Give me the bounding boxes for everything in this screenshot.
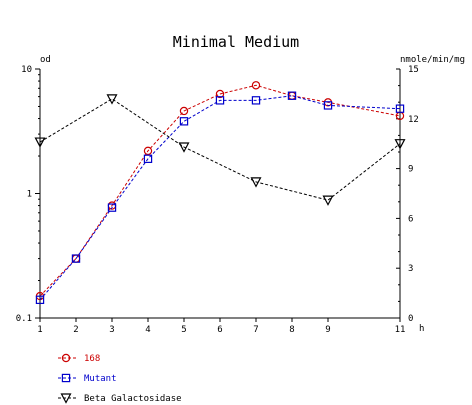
series-point (394, 139, 406, 150)
series-point (143, 146, 153, 156)
series-point (322, 195, 334, 206)
series-line (39, 98, 401, 201)
y-right-tick-label: 15 (408, 65, 419, 75)
series-point (179, 106, 189, 116)
series-line (39, 84, 401, 297)
legend-label: Beta Galactosidase (84, 394, 182, 404)
y-right-tick-label: 9 (408, 165, 413, 175)
x-tick-label: 9 (325, 325, 330, 335)
x-tick-label: 5 (181, 325, 186, 335)
series-point (251, 81, 261, 90)
y-left-tick-label: 1 (27, 190, 32, 200)
y-left-tick-label: 0.1 (16, 314, 32, 324)
x-tick-label: 8 (289, 325, 294, 335)
series-point (178, 142, 190, 153)
x-tick-label: 3 (109, 325, 114, 335)
legend-marker (60, 393, 72, 404)
series-0 (35, 81, 405, 301)
series-line (39, 95, 401, 301)
series-point (106, 94, 118, 105)
y-right-tick-label: 12 (408, 115, 419, 125)
series-point (251, 96, 261, 105)
series-point (107, 203, 117, 212)
x-axis-label: h (419, 324, 424, 334)
series-point (287, 91, 297, 100)
x-tick-label: 4 (145, 325, 150, 335)
x-tick-label: 7 (253, 325, 258, 335)
series-point (179, 117, 189, 126)
y-left-tick-label: 10 (21, 65, 32, 75)
series-point (215, 89, 225, 99)
series-point (35, 295, 45, 305)
series-2 (34, 94, 406, 206)
x-tick-label: 2 (73, 325, 78, 335)
legend-marker (61, 353, 71, 363)
series-point (395, 104, 405, 113)
chart-title: Minimal Medium (173, 33, 299, 51)
y-axis-left-label: od (40, 55, 51, 65)
series-point (250, 177, 262, 188)
series-point (71, 254, 81, 263)
series-point (323, 101, 333, 110)
x-tick-label: 11 (395, 325, 406, 335)
y-right-tick-label: 0 (408, 314, 413, 324)
legend-label: 168 (84, 354, 100, 364)
y-right-tick-label: 6 (408, 214, 413, 224)
series-point (215, 96, 225, 105)
x-tick-label: 6 (217, 325, 222, 335)
legend: 168 Mutant Beta Galactosidase (58, 353, 182, 404)
y-right-tick-label: 3 (408, 264, 413, 274)
legend-label: Mutant (84, 374, 117, 384)
series-point (34, 137, 46, 148)
plot-area (34, 81, 406, 305)
y-axis-right-label: nmole/min/mg (400, 55, 465, 65)
legend-marker (61, 373, 71, 383)
series-point (143, 154, 153, 163)
series-1 (35, 91, 405, 305)
x-tick-label: 1 (37, 325, 42, 335)
